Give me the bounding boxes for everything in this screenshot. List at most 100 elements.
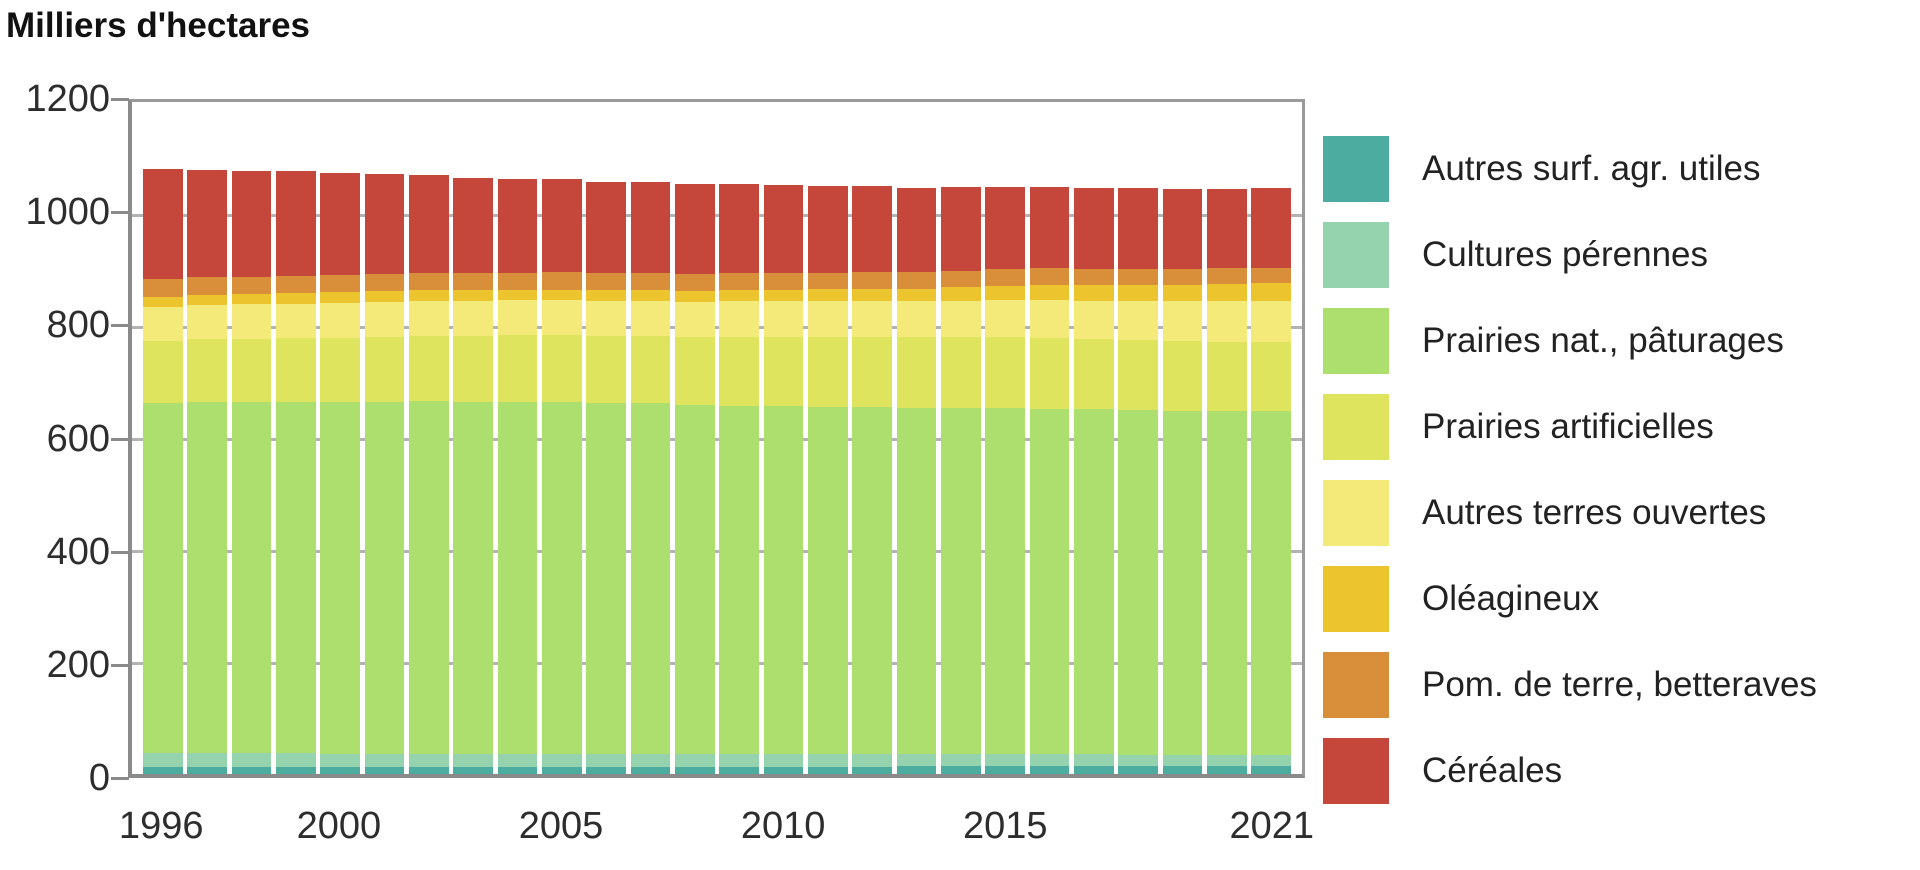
bar-segment [320,303,361,338]
bar-2014 [940,102,981,774]
bar-segment [1251,754,1292,767]
bar-segment [364,753,405,768]
bar-2021 [1251,102,1292,774]
legend-item: Pom. de terre, betteraves [1323,652,1817,718]
bar-segment [1162,188,1203,269]
bar-2018 [1118,102,1159,774]
bar-segment [408,335,449,402]
bar-segment [1118,754,1159,767]
legend-label: Cultures pérennes [1422,235,1708,274]
bar-segment [1206,301,1247,342]
bar-2009 [719,102,760,774]
y-tick-mark-600 [111,437,129,441]
bar-segment [852,288,893,301]
bar-segment [453,767,494,774]
bar-segment [497,300,538,335]
bar-segment [187,277,228,296]
bar-segment [541,179,582,272]
legend-label: Autres terres ouvertes [1422,493,1767,532]
bar-segment [541,767,582,774]
bar-2017 [1073,102,1114,774]
bar-segment [1073,300,1114,339]
bar-segment [1251,411,1292,755]
bar-segment [364,291,405,302]
bar-segment [586,754,627,768]
bar-segment [985,187,1026,269]
bar-segment [940,270,981,288]
bar-segment [187,295,228,306]
bar-segment [143,296,183,307]
bar-2016 [1029,102,1070,774]
bar-2001 [364,102,405,774]
bar-segment [187,767,228,774]
gridline-1000 [132,214,1302,217]
bar-segment [497,767,538,774]
bar-segment [275,171,316,276]
bar-1996 [143,102,183,774]
legend-item: Prairies artificielles [1323,394,1714,460]
chart-title: Milliers d'hectares [6,6,311,45]
bar-2005 [541,102,582,774]
bar-segment [1206,284,1247,302]
bar-1997 [187,102,228,774]
bar-segment [231,276,272,295]
bar-segment [364,273,405,292]
bar-segment [719,184,760,274]
bar-segment [852,186,893,273]
bar-segment [364,174,405,274]
bar-segment [541,334,582,402]
bar-segment [719,405,760,755]
bar-segment [1073,285,1114,301]
y-tick-label-1000: 1000 [25,191,110,234]
bar-segment [940,300,981,338]
bar-segment [320,767,361,774]
bar-2010 [763,102,804,774]
bar-segment [1206,754,1247,767]
bar-segment [453,290,494,301]
bar-segment [275,767,316,774]
bar-segment [1162,754,1203,767]
bar-segment [231,294,272,305]
bar-segment [719,301,760,337]
bar-segment [143,279,183,297]
bar-segment [852,407,893,755]
y-tick-label-0: 0 [88,757,110,799]
bar-segment [541,271,582,290]
bar-segment [896,407,937,755]
bar-1998 [231,102,272,774]
bar-segment [896,301,937,338]
bar-segment [320,402,361,754]
bar-2015 [985,102,1026,774]
bar-segment [1118,268,1159,286]
bar-segment [453,273,494,291]
bar-segment [1251,188,1292,268]
bar-segment [275,338,316,403]
bar-segment [1162,284,1203,302]
bar-segment [1029,187,1070,269]
bar-segment [763,754,804,767]
bar-segment [275,402,316,754]
legend-swatch [1323,738,1389,804]
bar-segment [940,766,981,774]
bar-segment [1206,188,1247,269]
bar-segment [1073,754,1114,767]
bar-segment [453,300,494,336]
bar-segment [320,275,361,293]
bar-segment [408,272,449,291]
bar-2013 [896,102,937,774]
legend-label: Autres surf. agr. utiles [1422,149,1761,188]
bar-segment [541,401,582,755]
legend-item: Cultures pérennes [1323,222,1708,288]
bar-segment [143,306,183,342]
y-tick-mark-400 [111,550,129,554]
legend-item: Autres surf. agr. utiles [1323,136,1760,202]
bar-segment [364,401,405,754]
bar-segment [408,300,449,336]
legend-swatch [1323,394,1389,460]
bar-segment [719,289,760,302]
bar-segment [985,766,1026,774]
bar-segment [630,753,671,767]
bar-2007 [630,102,671,774]
bar-segment [408,290,449,301]
bar-segment [674,301,715,337]
